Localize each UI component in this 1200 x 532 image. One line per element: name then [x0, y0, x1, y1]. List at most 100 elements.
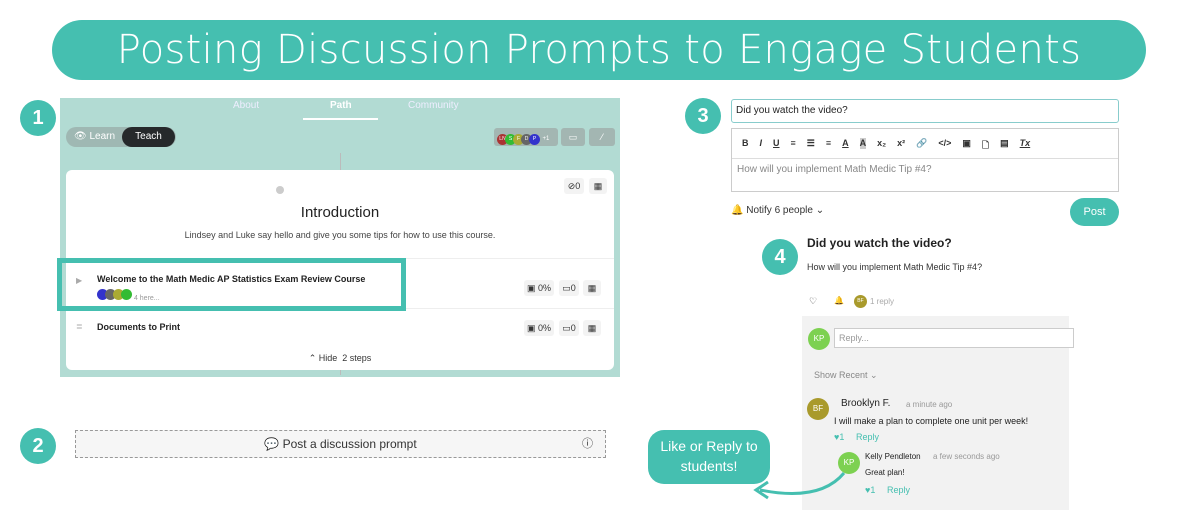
text-color-button[interactable]: A — [842, 138, 849, 148]
chevron-down-icon: ⌄ — [870, 370, 878, 380]
section-card: ⊘0 ▦ Introduction Lindsey and Luke say h… — [66, 170, 614, 370]
active-tab-underline — [303, 118, 378, 120]
heart-icon: ♥ — [865, 485, 871, 495]
progress-chip[interactable]: ▣ 0% — [524, 320, 554, 336]
chat-icon: 💬 — [264, 437, 280, 451]
comment-author: Kelly Pendleton — [865, 452, 921, 461]
align-button[interactable]: ≡ — [825, 138, 832, 148]
step-row[interactable]: ≣ Documents to Print ▣ 0% ▭0 ▦ — [66, 310, 614, 346]
tab-community[interactable]: Community — [408, 100, 459, 111]
learn-teach-toggle[interactable]: 👁 Learn Teach — [66, 127, 176, 147]
avatar: BF — [807, 398, 829, 420]
avatar: LN — [497, 134, 508, 145]
edit-icon[interactable]: ⁄ — [589, 128, 615, 146]
image-button[interactable]: ▣ — [962, 138, 971, 148]
reply-count[interactable]: 1 reply — [870, 297, 895, 306]
info-icon[interactable]: ⓘ — [582, 438, 593, 450]
step-4-badge: 4 — [762, 239, 798, 275]
step-1-badge: 1 — [20, 100, 56, 136]
calendar-icon[interactable]: ▦ — [583, 320, 601, 336]
path-node — [276, 186, 284, 194]
prompt-body-input[interactable]: How will you implement Math Medic Tip #4… — [737, 164, 932, 175]
code-button[interactable]: </> — [938, 138, 952, 148]
inbox-count[interactable]: ▭0 — [559, 320, 579, 336]
underline-button[interactable]: U — [773, 138, 780, 148]
avatar: KP — [838, 452, 860, 474]
avatar: S — [505, 134, 516, 145]
avatar: F — [513, 134, 524, 145]
thread-title: Did you watch the video? — [807, 236, 952, 250]
tab-path[interactable]: Path — [330, 100, 352, 111]
subscript-button[interactable]: x₂ — [877, 138, 887, 148]
like-button[interactable]: ♥1 — [834, 432, 845, 442]
notify-dropdown[interactable]: 🔔 Notify 6 people ⌄ — [731, 205, 825, 216]
bell-icon: 🔔 — [731, 205, 744, 216]
step-2-badge: 2 — [20, 428, 56, 464]
chevron-down-icon: ⌄ — [815, 205, 825, 216]
page-title: Posting Discussion Prompts to Engage Stu… — [52, 20, 1146, 80]
bold-button[interactable]: B — [742, 138, 749, 148]
video-icon: ▶ — [76, 276, 83, 285]
progress-chip[interactable]: ▣ 0% — [524, 280, 554, 296]
heart-icon: ♥ — [834, 432, 840, 442]
more-members: +1 — [542, 136, 550, 142]
comment-author: Brooklyn F. — [841, 398, 891, 409]
document-icon: ≣ — [76, 322, 83, 331]
link-button[interactable]: 🔗 — [916, 138, 928, 148]
video-button[interactable]: ▤ — [1000, 138, 1009, 148]
bell-icon[interactable]: 🔔 — [834, 296, 844, 305]
formatting-toolbar: B I U ≡ ☰ ≡ A A x₂ x² 🔗 </> ▣ 🗋 ▤ Tx — [732, 129, 1118, 159]
callout-bubble: Like or Reply to students! — [648, 430, 770, 484]
course-path-panel: About Path Community 👁 Learn Teach LN S F D… — [60, 98, 620, 377]
highlight-box — [57, 258, 406, 311]
italic-button[interactable]: I — [759, 138, 763, 148]
step-title[interactable]: Documents to Print — [97, 322, 181, 332]
eye-icon: 👁 — [74, 131, 87, 142]
hide-steps-button[interactable]: ⌃ Hide 2 steps — [308, 353, 372, 363]
tab-about[interactable]: About — [233, 100, 260, 111]
learn-option[interactable]: 👁 Learn — [74, 131, 116, 142]
bullet-list-button[interactable]: ☰ — [806, 138, 815, 148]
section-description: Lindsey and Luke say hello and give you … — [184, 230, 496, 240]
inbox-count[interactable]: ▭0 — [559, 280, 579, 296]
avatar: BF — [854, 295, 867, 308]
inbox-icon[interactable]: ▭ — [561, 128, 585, 146]
reply-button[interactable]: Reply — [887, 485, 911, 495]
comment-text: Great plan! — [865, 468, 905, 477]
teach-option[interactable]: Teach — [122, 127, 175, 147]
show-recent-dropdown[interactable]: Show Recent ⌄ — [814, 370, 878, 380]
post-button[interactable]: Post — [1070, 198, 1119, 226]
comment: BF Brooklyn F. a minute ago I will make … — [802, 394, 1069, 444]
highlight-button[interactable]: A — [859, 138, 867, 149]
calendar-icon[interactable]: ▦ — [589, 178, 607, 194]
avatar: D — [521, 134, 532, 145]
file-button[interactable]: 🗋 — [981, 140, 990, 150]
slash-icon: ⊘ — [567, 181, 576, 191]
calendar-icon[interactable]: ▦ — [583, 280, 601, 296]
members-avatars[interactable]: LN S F D P +1 — [494, 128, 558, 146]
like-button[interactable]: ♥1 — [865, 485, 876, 495]
callout-arrow — [753, 472, 846, 500]
clear-format-button[interactable]: Tx — [1019, 138, 1031, 148]
avatar: P — [529, 134, 540, 145]
step-viewers: 4 here... — [97, 289, 160, 302]
post-discussion-prompt-button[interactable]: 💬 Post a discussion prompt ⓘ — [75, 430, 606, 458]
superscript-button[interactable]: x² — [897, 138, 906, 148]
prompt-title-input[interactable]: Did you watch the video? — [731, 99, 1119, 123]
ordered-list-button[interactable]: ≡ — [790, 138, 796, 148]
step-row[interactable]: ▶ Welcome to the Math Medic AP Statistic… — [66, 260, 614, 308]
section-title: Introduction — [300, 204, 380, 221]
comment-text: I will make a plan to complete one unit … — [834, 416, 1029, 426]
reply-input[interactable]: Reply... — [834, 328, 1074, 348]
thread-body: How will you implement Math Medic Tip #4… — [807, 262, 983, 272]
comment: KP Kelly Pendleton a few seconds ago Gre… — [832, 448, 1069, 498]
discussion-count[interactable]: ⊘0 — [564, 178, 584, 194]
comment-time: a few seconds ago — [933, 452, 1000, 461]
reply-button[interactable]: Reply — [856, 432, 880, 442]
step-title[interactable]: Welcome to the Math Medic AP Statistics … — [97, 274, 366, 284]
avatar: KP — [808, 328, 830, 350]
step-3-badge: 3 — [685, 98, 721, 134]
prompt-editor[interactable]: B I U ≡ ☰ ≡ A A x₂ x² 🔗 </> ▣ 🗋 ▤ Tx How… — [731, 128, 1119, 192]
like-icon[interactable]: ♡ — [809, 296, 818, 306]
comment-time: a minute ago — [906, 400, 953, 409]
